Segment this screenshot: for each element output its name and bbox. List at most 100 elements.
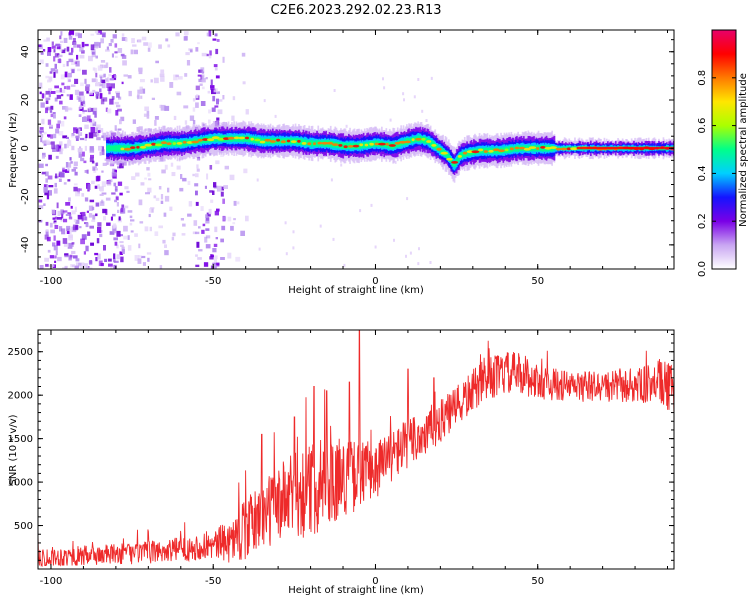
ridge-peak [436,147,442,151]
noise-speck [138,70,143,75]
noise-speck [63,37,68,43]
noise-speck [38,163,44,168]
noise-speck [154,116,159,120]
noise-speck [123,235,128,240]
noise-speck [403,98,405,102]
noise-speck [69,229,72,236]
noise-speck [169,82,174,88]
noise-speck [88,213,93,218]
noise-speck [80,157,85,162]
noise-speck [52,242,56,247]
ridge-peak [440,151,449,155]
ridge-peak [364,143,369,147]
noise-speck [206,212,211,217]
noise-speck [205,235,211,239]
noise-speck [75,32,80,37]
noise-speck [159,104,162,109]
noise-speck [122,249,125,254]
ridge-cell [395,142,398,148]
ridge-peak [528,146,537,150]
noise-speck [144,226,149,232]
ridge-cell [108,145,111,152]
noise-speck [49,71,53,74]
x-tick-label: -50 [205,276,221,287]
ridge-peak [144,143,153,147]
noise-speck [117,209,120,213]
noise-speck [120,53,125,57]
noise-speck [50,68,55,72]
noise-speck [84,145,87,151]
noise-speck [86,210,89,213]
ridge-cell [462,152,465,157]
noise-speck [200,206,204,211]
spectrogram-frame [37,29,675,270]
noise-speck [106,181,112,186]
noise-speck [105,78,109,82]
noise-speck [146,167,150,171]
noise-speck [75,191,80,197]
ridge-peak [523,147,531,151]
noise-speck [110,216,113,221]
noise-speck [111,96,115,100]
noise-speck [90,44,95,51]
noise-speck [193,220,198,226]
noise-speck [59,226,63,232]
ridge-peak [120,147,125,151]
noise-speck [90,107,94,112]
noise-speck [43,131,47,135]
ridge-cell [115,144,117,152]
ridge-peak [483,150,488,153]
noise-speck [54,216,58,220]
noise-speck [101,149,105,156]
noise-speck [61,147,64,151]
noise-speck [40,102,45,108]
noise-speck [55,128,60,134]
noise-speck [163,212,167,217]
noise-speck [208,119,211,124]
noise-speck [117,48,123,53]
noise-speck [84,265,89,269]
noise-speck [213,64,218,68]
noise-speck [62,210,68,213]
noise-speck [125,37,128,42]
noise-speck [103,64,107,69]
ridge-peak [321,141,329,145]
ridge-peak [317,141,322,145]
noise-speck [41,171,46,175]
ridge-peak [269,140,276,143]
noise-speck [208,109,211,114]
ridge-cell [279,138,282,144]
noise-speck [68,72,72,78]
noise-speck [80,101,84,106]
ridge-cell [139,143,141,151]
ridge-cell [107,145,109,152]
noise-speck [130,230,134,233]
noise-speck [117,181,123,186]
ridge-cell [467,149,469,157]
noise-speck [119,119,122,125]
ridge-cell [310,140,313,147]
noise-speck [155,60,159,64]
noise-speck [59,172,65,178]
noise-speck [173,74,178,81]
noise-speck [38,205,44,209]
noise-speck [160,69,165,74]
ridge-cell [425,137,427,144]
noise-speck [121,55,127,59]
ridge-peak [136,145,140,149]
noise-speck [210,199,214,203]
noise-speck [201,86,205,90]
noise-speck [115,110,119,116]
noise-speck [292,246,295,250]
noise-speck [124,186,129,190]
noise-speck [209,190,213,193]
noise-speck [192,231,197,235]
noise-speck [383,86,386,90]
noise-speck [117,166,121,169]
noise-speck [116,254,121,260]
snr-line-group [38,330,674,568]
noise-speck [115,196,119,201]
noise-speck [73,41,77,48]
noise-speck [160,200,164,204]
noise-speck [120,207,124,213]
